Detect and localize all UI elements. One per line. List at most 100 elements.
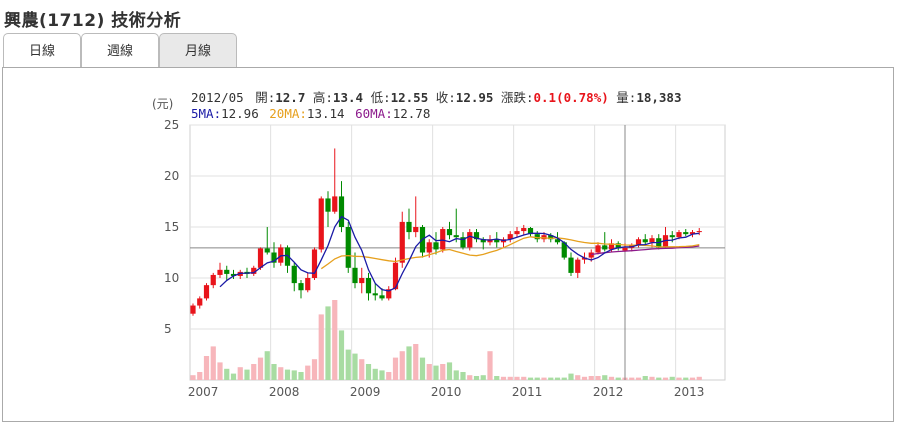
candle-body: [230, 273, 237, 276]
volume-bar: [534, 377, 540, 380]
candle-body: [399, 221, 405, 263]
volume-bar: [338, 330, 345, 380]
ma5-line: [219, 215, 700, 292]
volume-bar: [399, 351, 405, 380]
candle-body: [622, 247, 628, 251]
candle-body: [473, 232, 480, 240]
volume-bar: [359, 359, 365, 380]
tab-monthly[interactable]: 月線: [159, 33, 237, 68]
candle-body: [635, 239, 642, 246]
candle-body: [338, 196, 345, 227]
candle-body: [649, 238, 655, 243]
volume-bar: [527, 377, 534, 380]
y-tick-label: 15: [164, 220, 179, 234]
candle-body: [534, 234, 540, 240]
volume-bar: [419, 357, 426, 380]
volume-bar: [305, 365, 311, 380]
volume-bar: [365, 364, 372, 380]
volume-bar: [264, 351, 270, 380]
candle-body: [494, 239, 500, 243]
candle-body: [264, 248, 270, 253]
info-line-1: 2012/05 開:12.7 高:13.4 低:12.55 收:12.95 漲跌…: [191, 90, 681, 105]
info-high-label: 高:: [313, 90, 333, 105]
volume-bar: [311, 359, 318, 380]
volume-bar: [656, 377, 662, 380]
candle-body: [615, 243, 621, 249]
candle-body: [467, 232, 473, 248]
volume-bar: [284, 369, 291, 380]
info-low: 12.55: [391, 90, 429, 105]
info-high: 13.4: [333, 90, 363, 105]
volume-bar: [514, 376, 520, 380]
volume-bar: [318, 314, 324, 380]
volume-bar: [413, 344, 419, 380]
candle-body: [365, 278, 372, 294]
x-tick-label: 2007: [188, 385, 219, 399]
volume-bar: [588, 376, 594, 380]
candle-body: [278, 247, 284, 263]
candle-body: [271, 252, 277, 263]
candle-body: [251, 267, 257, 274]
candle-body: [291, 265, 297, 284]
y-tick-label: 10: [164, 271, 179, 285]
info-low-label: 低:: [371, 90, 391, 105]
volume-bar: [237, 367, 243, 380]
candle-body: [440, 229, 446, 250]
volume-bar: [494, 376, 500, 380]
candle-body: [642, 239, 648, 243]
svg-text:2012/05 開:12.7: 2012/05 開:12.7 高:13.4 低:12.55 收:12.95 漲跌…: [191, 90, 681, 105]
volume-bar: [440, 364, 446, 380]
volume-bar: [251, 364, 257, 380]
volume-bar: [608, 376, 615, 380]
candle-body: [669, 235, 675, 238]
candle-body: [460, 237, 466, 248]
volume-bar: [190, 375, 196, 380]
volume-bar: [230, 373, 237, 380]
volume-bar: [575, 375, 581, 380]
volume-bar: [271, 364, 277, 380]
candle-body: [284, 247, 291, 266]
candle-body: [318, 198, 324, 250]
volume-bar: [453, 370, 459, 380]
candle-body: [345, 227, 351, 268]
candle-body: [602, 245, 608, 250]
candle-body: [527, 228, 534, 235]
candlestick-chart[interactable]: 2012/05 開:12.7 高:13.4 低:12.55 收:12.95 漲跌…: [3, 68, 893, 421]
candle-body: [446, 229, 453, 236]
volume-bar: [507, 376, 513, 380]
volume-bar: [210, 346, 216, 380]
candle-body: [433, 242, 439, 250]
candle-body: [676, 232, 682, 238]
volume-bar: [332, 300, 338, 380]
candle-body: [305, 278, 311, 291]
candle-body: [548, 235, 554, 240]
candle-body: [507, 234, 513, 240]
volume-bar: [406, 346, 412, 380]
candle-body: [332, 196, 338, 212]
volume-bar: [298, 372, 304, 380]
candle-body: [392, 262, 399, 290]
volume-bar: [257, 357, 264, 380]
candle-body: [554, 239, 561, 243]
volume-bar: [662, 377, 669, 380]
ma60-line: [591, 245, 700, 256]
candle-body: [379, 295, 385, 299]
svg-text:5MA:12.96 20MA:13.14: 5MA:12.96 20MA:13.14 60MA:12.78: [191, 106, 430, 121]
info-close: 12.95: [456, 90, 494, 105]
tab-weekly[interactable]: 週線: [81, 33, 159, 67]
candle-body: [608, 243, 615, 250]
info-change-label: 漲跌:: [501, 90, 534, 105]
ma60-value: 12.78: [393, 106, 431, 121]
volume-bar: [568, 373, 574, 380]
volume-bar: [325, 306, 331, 380]
candle-body: [372, 293, 378, 296]
volume-bar: [392, 357, 399, 380]
volume-bar: [379, 370, 385, 380]
candle-body: [197, 298, 203, 306]
tab-daily[interactable]: 日線: [3, 33, 81, 67]
y-tick-label: 20: [164, 169, 179, 183]
ma60-label: 60MA:: [355, 106, 393, 121]
candle-body: [514, 231, 520, 235]
volume-bar: [197, 372, 203, 380]
info-open-label: 開:: [255, 90, 275, 105]
